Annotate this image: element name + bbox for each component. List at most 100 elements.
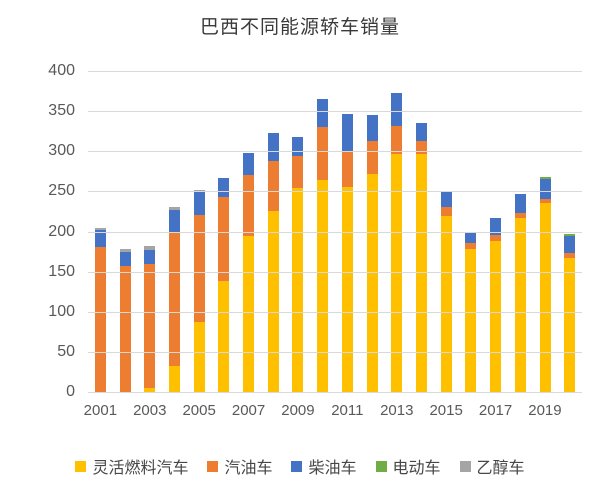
legend-label: 电动车: [392, 460, 441, 477]
gridline: [88, 191, 582, 193]
x-axis-tick-label: 2005: [182, 402, 216, 419]
bar-segment: [366, 115, 378, 141]
legend-label: 柴油车: [308, 460, 357, 477]
stacked-bar-2012: [366, 71, 378, 392]
bar-segment: [341, 151, 353, 187]
bar-segment: [94, 246, 106, 392]
bar-column-2019: [533, 71, 558, 392]
bars-container: [88, 71, 582, 392]
bar-segment: [391, 154, 403, 392]
gridline: [88, 151, 582, 153]
bar-segment: [292, 156, 304, 189]
bar-segment: [144, 245, 156, 250]
bar-segment: [465, 233, 477, 243]
bar-segment: [514, 193, 526, 214]
bar-column-2008: [261, 71, 286, 392]
bar-column-2017: [483, 71, 508, 392]
gridline: [88, 311, 582, 313]
bar-segment: [218, 197, 230, 282]
stacked-bar-2002: [119, 71, 131, 392]
bar-column-2005: [187, 71, 212, 392]
bar-column-2013: [384, 71, 409, 392]
bar-segment: [415, 140, 427, 155]
y-axis-tick-label: 350: [48, 102, 75, 120]
y-axis-tick-label: 400: [48, 62, 75, 79]
y-axis-tick-label: 250: [48, 182, 75, 200]
bar-segment: [119, 252, 131, 267]
legend-item: 电动车: [375, 454, 441, 478]
bar-segment: [440, 192, 452, 208]
bar-segment: [193, 322, 205, 392]
gridline: [88, 231, 582, 233]
x-axis: 2001 2003 2005 2007 2009 2011 2013 2015 2017 2019: [84, 402, 582, 424]
y-axis-tick-label: 100: [48, 302, 75, 320]
x-axis-tick-label: 2009: [281, 402, 315, 419]
bar-segment: [119, 249, 131, 253]
bar-column-2014: [409, 71, 434, 392]
bar-segment: [490, 241, 502, 392]
bar-column-2004: [162, 71, 187, 392]
bar-segment: [168, 231, 180, 367]
y-axis-tick-label: 0: [66, 383, 75, 400]
stacked-bar-2005: [193, 71, 205, 392]
bar-segment: [317, 180, 329, 392]
x-axis-tick-label: 2017: [478, 402, 513, 419]
bar-segment: [292, 136, 304, 157]
bar-segment: [391, 92, 403, 126]
bar-segment: [366, 140, 378, 174]
bar-segment: [539, 176, 551, 179]
stacked-bar-2020: [564, 71, 576, 392]
bar-segment: [366, 173, 378, 392]
bar-segment: [564, 253, 576, 258]
bar-segment: [267, 160, 279, 212]
stacked-bar-2019: [539, 71, 551, 392]
y-axis-tick-label: 200: [48, 222, 75, 240]
legend-item: 灵活燃料汽车: [75, 454, 188, 478]
bar-segment: [292, 188, 304, 392]
x-axis-tick-label: 2013: [380, 402, 414, 419]
bar-segment: [144, 263, 156, 388]
stacked-bar-2016: [465, 71, 477, 392]
stacked-bar-2006: [218, 71, 230, 392]
legend-label: 乙醇车: [476, 460, 525, 477]
gridline: [88, 392, 582, 393]
bar-segment: [415, 154, 427, 392]
stacked-bar-2013: [391, 71, 403, 392]
bar-segment: [193, 192, 205, 215]
bar-column-2020: [557, 71, 582, 392]
legend-swatch-icon: [291, 460, 303, 472]
x-axis-tick-label: 2019: [528, 402, 562, 419]
bar-segment: [514, 213, 526, 218]
bar-column-2007: [236, 71, 261, 392]
bar-segment: [564, 236, 576, 254]
bar-segment: [168, 366, 180, 392]
stacked-bar-2018: [514, 71, 526, 392]
bar-segment: [144, 249, 156, 264]
bar-column-2001: [88, 71, 113, 392]
legend-item: 柴油车: [291, 454, 357, 478]
bar-column-2015: [434, 71, 459, 392]
bar-column-2011: [335, 71, 360, 392]
stacked-bar-2017: [490, 71, 502, 392]
bar-segment: [267, 132, 279, 161]
bar-column-2006: [212, 71, 237, 392]
x-axis-tick-label: 2011: [331, 402, 364, 419]
stacked-bar-2004: [168, 71, 180, 392]
bar-segment: [465, 242, 477, 250]
stacked-bar-2003: [144, 71, 156, 392]
stacked-bar-2009: [292, 71, 304, 392]
plot-area: [88, 71, 582, 393]
gridline: [88, 71, 582, 72]
legend-item: 乙醇车: [459, 454, 525, 478]
bar-segment: [440, 216, 452, 392]
stacked-bar-2007: [243, 71, 255, 392]
legend-swatch-icon: [75, 460, 87, 472]
bar-column-2018: [508, 71, 533, 392]
bar-column-2010: [310, 71, 335, 392]
bar-segment: [317, 127, 329, 181]
stacked-bar-2011: [341, 71, 353, 392]
bar-column-2009: [286, 71, 311, 392]
legend-swatch-icon: [375, 460, 387, 472]
legend-swatch-icon: [207, 460, 219, 472]
gridline: [88, 271, 582, 273]
